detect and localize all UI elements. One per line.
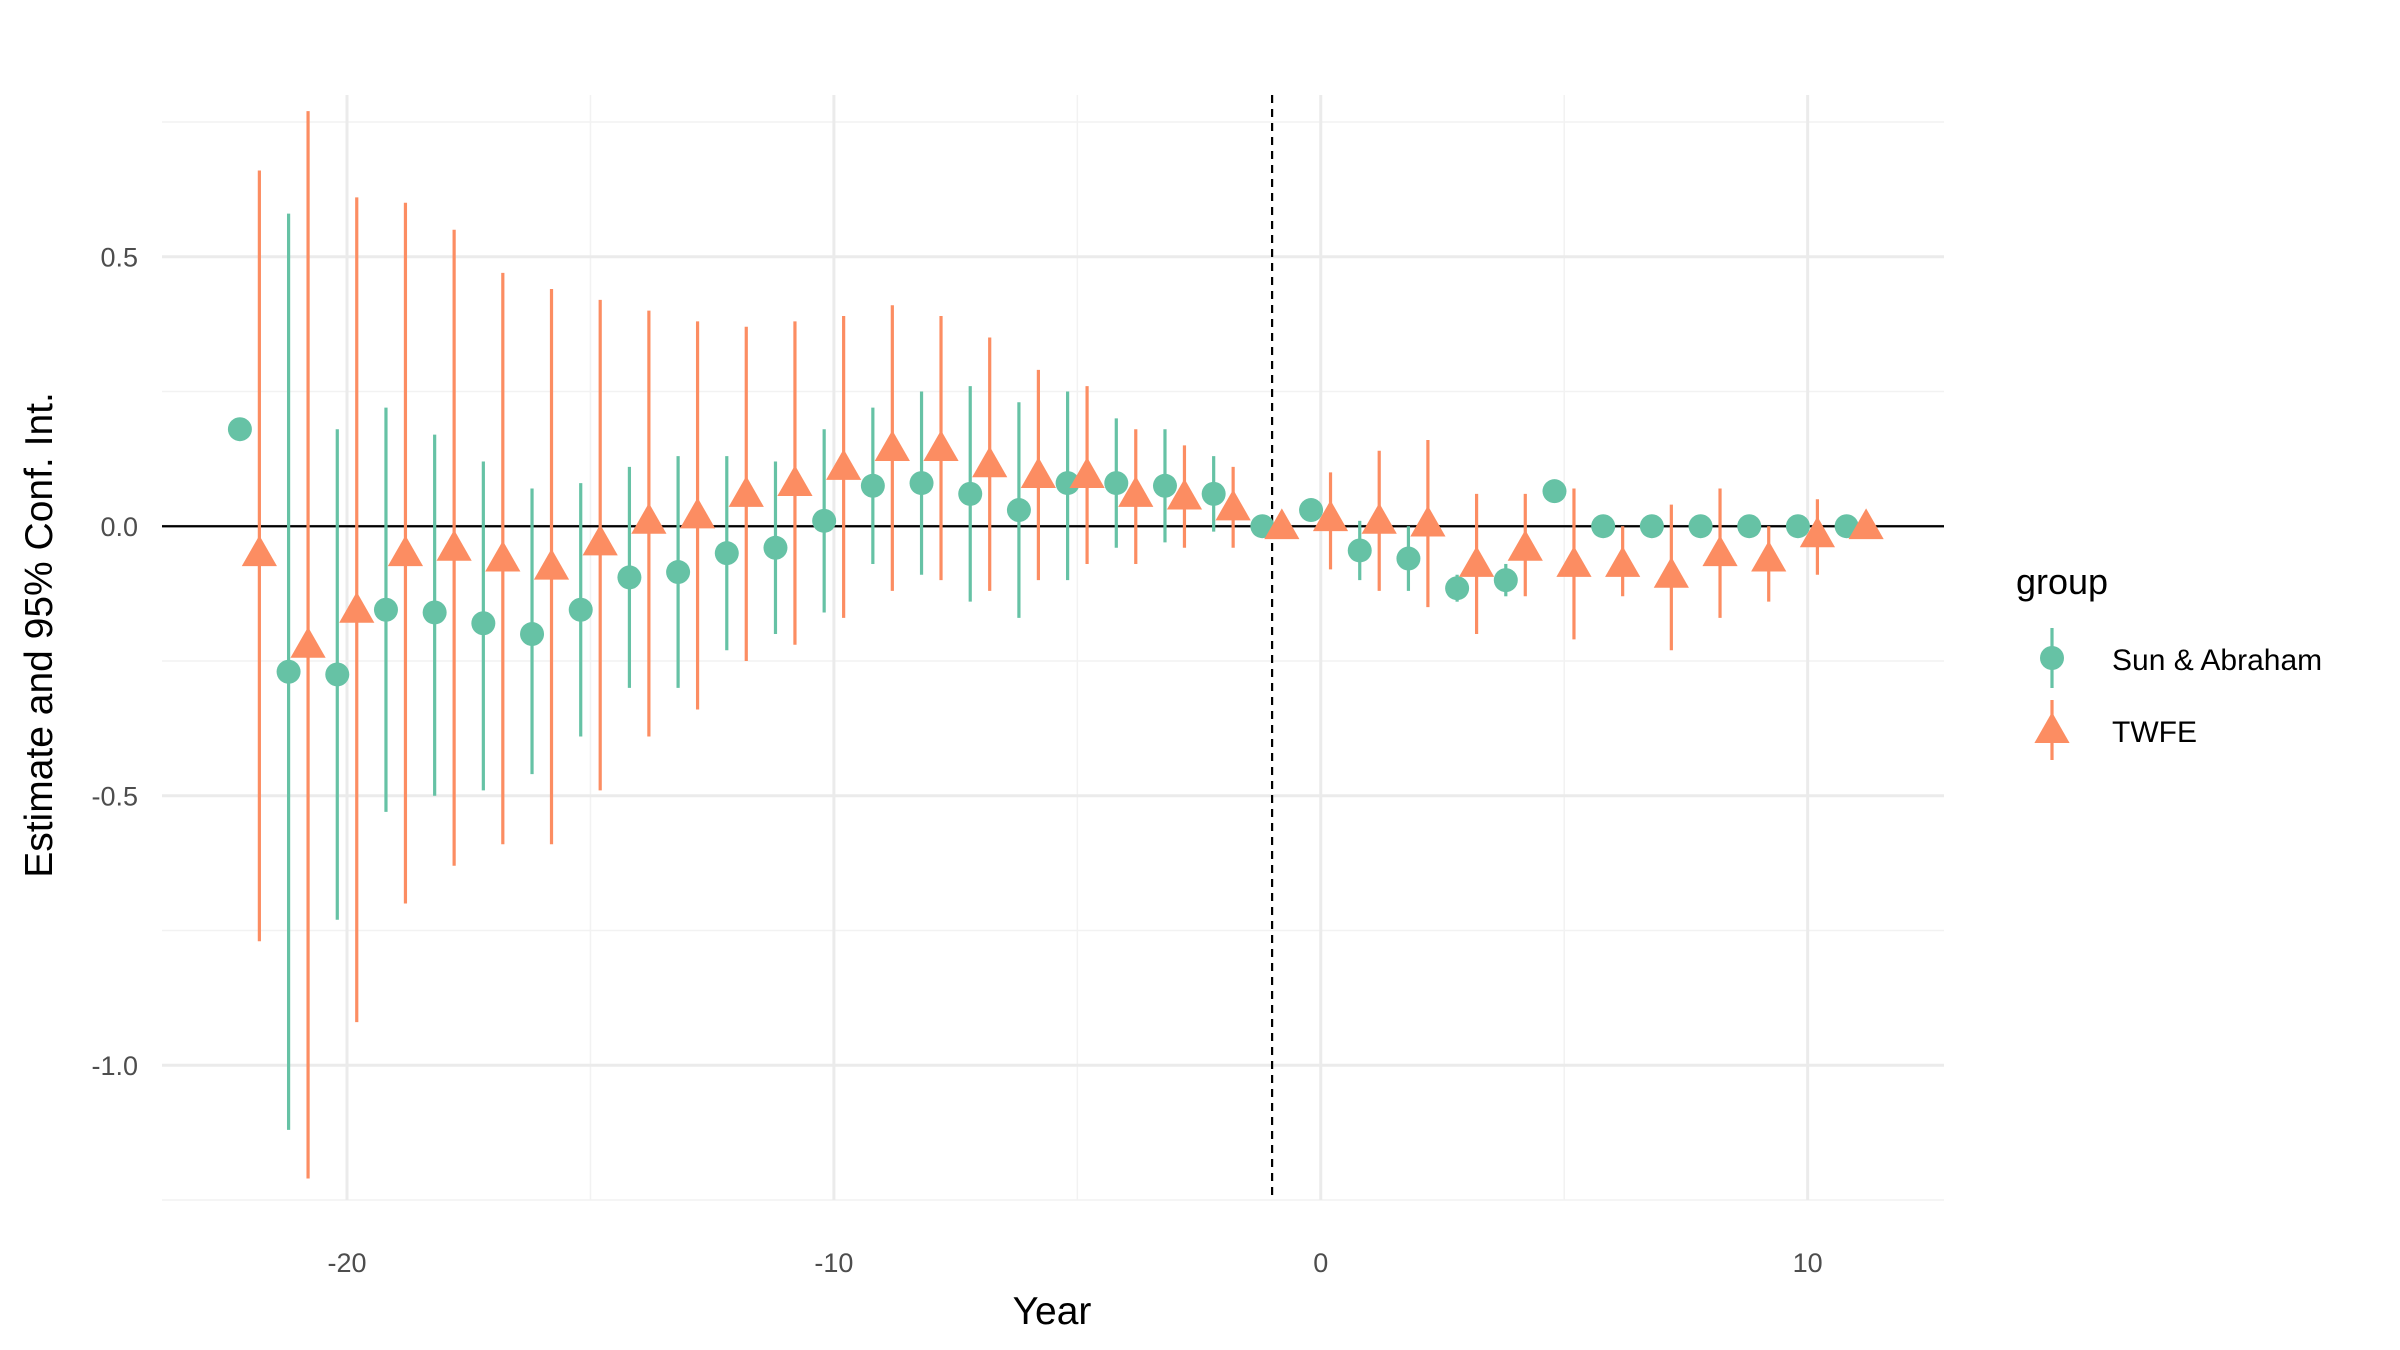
legend-label-sun-abraham: Sun & Abraham: [2112, 644, 2322, 677]
point-marker: [1605, 546, 1641, 577]
point-marker: [1591, 514, 1616, 539]
point-marker: [387, 535, 424, 567]
point-marker: [1785, 514, 1810, 539]
minor-gridlines: [162, 95, 1944, 1201]
point-marker: [290, 626, 326, 658]
point-marker: [812, 508, 837, 533]
point-marker: [1201, 481, 1226, 506]
point-marker: [909, 471, 934, 496]
point-marker: [1264, 508, 1300, 540]
x-tick-label: 0: [1313, 1248, 1328, 1278]
point-marker: [679, 497, 716, 529]
point-marker: [714, 541, 739, 566]
x-tick-label: -20: [328, 1248, 367, 1278]
point-marker: [1493, 568, 1518, 593]
point-marker: [1020, 457, 1056, 488]
point-marker: [617, 565, 642, 590]
legend-keys: [2034, 628, 2070, 760]
y-axis-ticks: -1.0 -0.5 0.0 0.5: [91, 243, 138, 1082]
point-marker: [1396, 546, 1421, 571]
point-marker: [1848, 508, 1884, 540]
legend-title: group: [2016, 561, 2108, 602]
y-tick-label: -1.0: [91, 1051, 138, 1081]
point-marker: [582, 524, 618, 556]
y-tick-label: 0.0: [100, 512, 138, 542]
legend-key-sun-abraham-marker: [2040, 646, 2064, 670]
point-marker: [1166, 478, 1203, 510]
point-marker: [631, 502, 667, 534]
point-marker: [1799, 516, 1836, 548]
point-marker: [339, 591, 375, 623]
y-tick-label: 0.5: [100, 243, 138, 273]
point-marker: [227, 417, 252, 442]
point-marker: [728, 476, 764, 507]
point-marker: [1361, 502, 1397, 534]
point-marker: [763, 535, 788, 560]
legend-key-twfe-marker: [2034, 712, 2070, 743]
point-marker: [1152, 473, 1177, 498]
point-marker: [520, 622, 545, 647]
point-marker: [1055, 471, 1080, 496]
series-triangle: [241, 111, 1884, 1179]
data-series: [227, 111, 1884, 1179]
point-marker: [1688, 514, 1713, 539]
point-marker: [485, 540, 521, 572]
point-marker: [1312, 500, 1349, 532]
point-marker: [422, 600, 447, 625]
point-marker: [1507, 529, 1543, 561]
x-axis-ticks: -20 -10 0 10: [328, 1248, 1823, 1278]
point-marker: [325, 662, 350, 687]
point-marker: [1751, 540, 1787, 572]
y-tick-label: -0.5: [91, 782, 138, 812]
point-marker: [1069, 457, 1105, 488]
point-marker: [1118, 476, 1154, 507]
point-marker: [436, 529, 472, 561]
point-marker: [874, 430, 910, 462]
legend: group Sun & Abraham TWFE: [2016, 561, 2322, 760]
point-marker: [1639, 514, 1664, 539]
point-marker: [471, 611, 496, 636]
point-marker: [1215, 489, 1251, 521]
legend-label-twfe: TWFE: [2112, 716, 2197, 749]
point-marker: [568, 597, 593, 622]
y-axis-title: Estimate and 95% Conf. Int.: [18, 392, 61, 878]
x-axis-title: Year: [1013, 1290, 1092, 1333]
major-gridlines: [162, 95, 1944, 1200]
point-marker: [923, 430, 959, 462]
point-marker: [1347, 538, 1372, 563]
point-marker: [1556, 546, 1592, 577]
point-marker: [860, 473, 885, 498]
point-marker: [241, 535, 277, 567]
point-marker: [1702, 535, 1738, 567]
x-tick-label: -10: [814, 1248, 853, 1278]
point-marker: [958, 481, 983, 506]
point-marker: [1006, 498, 1031, 523]
point-marker: [1653, 556, 1689, 588]
point-marker: [373, 597, 398, 622]
point-marker: [1542, 479, 1567, 504]
point-marker: [777, 465, 813, 497]
point-marker: [826, 449, 862, 480]
point-marker: [1458, 546, 1495, 577]
point-marker: [1445, 576, 1470, 601]
point-marker: [972, 446, 1008, 478]
point-marker: [1104, 471, 1129, 496]
point-marker: [1299, 498, 1324, 523]
series-circle: [227, 213, 1859, 1130]
x-tick-label: 10: [1793, 1248, 1823, 1278]
point-marker: [1737, 514, 1762, 539]
reference-lines: [162, 95, 1944, 1200]
point-marker: [1410, 505, 1446, 537]
point-marker: [276, 659, 301, 684]
point-marker: [666, 560, 691, 585]
point-marker: [533, 548, 570, 580]
